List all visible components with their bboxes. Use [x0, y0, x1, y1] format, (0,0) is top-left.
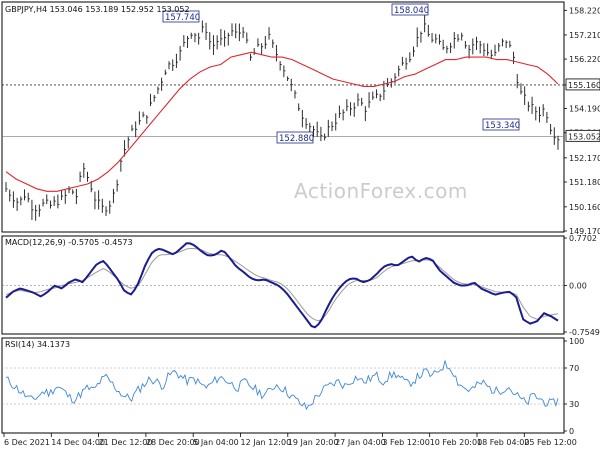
annotation-box: [391, 3, 429, 16]
price-y-tick-label: 156.220: [569, 55, 600, 64]
macd-line: [5, 242, 559, 329]
rsi-line: [5, 360, 559, 411]
x-tick-label: 28 Dec 20:00: [146, 438, 200, 447]
x-tick-label: 10 Feb 20:00: [430, 438, 482, 447]
x-tick-label: 14 Dec 04:00: [51, 438, 105, 447]
x-tick-label: 6 Dec 2021: [4, 438, 50, 447]
rsi-y-tick-label: 30: [569, 400, 579, 409]
price-y-tick-label: 151.180: [569, 178, 600, 187]
macd-y-tick-label: 0.00: [569, 281, 587, 290]
macd-panel: [2, 242, 564, 329]
watermark: ActionForex.com: [294, 179, 468, 203]
x-tick-label: 5 Jan 04:00: [193, 438, 239, 447]
macd-y-tick-label: -0.7549: [569, 328, 600, 337]
price-y-tick-label: 154.190: [569, 105, 600, 114]
price-marker-label: 153.052: [568, 132, 600, 141]
price-y-tick-label: 152.170: [569, 154, 600, 163]
x-tick-label: 21 Dec 12:00: [99, 438, 153, 447]
price-panel-title: GBPJPY,H4 153.046 153.189 152.952 153.05…: [5, 5, 190, 14]
axes: 158.220157.210156.220155.160154.190153.2…: [3, 6, 600, 447]
price-y-tick-label: 149.170: [569, 227, 600, 236]
rsi-panel-title: RSI(14) 34.1373: [5, 340, 70, 349]
macd-y-tick-label: 0.7702: [569, 234, 597, 243]
x-tick-label: 25 Feb 12:00: [524, 438, 576, 447]
price-marker-label: 155.160: [568, 81, 600, 90]
price-y-tick-label: 157.210: [569, 31, 600, 40]
rsi-y-tick-label: 100: [569, 337, 584, 346]
x-tick-label: 19 Jan 20:00: [288, 438, 339, 447]
price-y-tick-label: 158.220: [569, 6, 600, 15]
price-marker-box: [565, 129, 600, 142]
annotation-box: [276, 131, 314, 144]
macd-panel-frame: [1, 235, 565, 335]
x-tick-label: 27 Jan 04:00: [335, 438, 386, 447]
rsi-y-tick-label: 70: [569, 364, 579, 373]
annotation-box: [162, 10, 200, 23]
annotation-label: 158.040: [394, 6, 429, 16]
rsi-panel-frame: [1, 337, 565, 434]
moving-average-line: [5, 51, 559, 192]
rsi-panel: [2, 360, 564, 411]
annotation-label: 153.340: [485, 121, 520, 131]
x-tick-label: 18 Feb 04:00: [477, 438, 529, 447]
price-panel: 157.740 152.880 158.040 153.340: [2, 3, 564, 221]
price-panel-frame: [1, 1, 565, 233]
macd-panel-title: MACD(12,26,9) -0.5705 -0.4573: [5, 238, 133, 247]
x-tick-label: 3 Feb 12:00: [382, 438, 429, 447]
rsi-y-tick-label: 0: [569, 427, 574, 436]
annotation-label: 157.740: [165, 13, 200, 23]
annotation-box: [482, 118, 520, 131]
macd-signal-line: [5, 248, 559, 322]
annotation-label: 152.880: [279, 134, 314, 144]
price-marker-box: [565, 78, 600, 91]
x-tick-label: 12 Jan 12:00: [241, 438, 292, 447]
price-y-tick-label: 150.160: [569, 203, 600, 212]
